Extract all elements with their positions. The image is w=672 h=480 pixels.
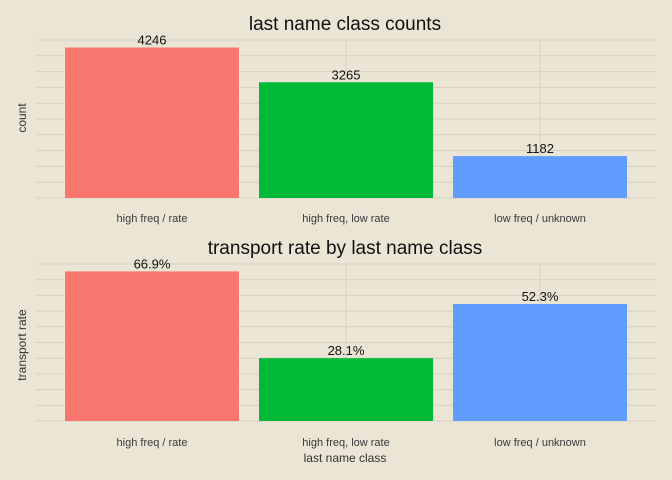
panel1-y-axis-label: count — [15, 103, 29, 133]
bar — [453, 304, 627, 421]
x-tick-label: low freq / unknown — [494, 437, 586, 449]
x-tick-label: high freq / rate — [117, 437, 188, 449]
panel-transport-rate: transport rate by last name class transp… — [15, 238, 656, 465]
panel1-title: last name class counts — [249, 14, 441, 35]
bar — [65, 271, 239, 421]
x-tick-label: high freq, low rate — [302, 437, 389, 449]
panel1-bars — [65, 47, 627, 198]
bar-value-label: 3265 — [332, 67, 361, 82]
x-tick-label: high freq, low rate — [302, 213, 389, 225]
bar-value-label: 1182 — [526, 141, 554, 156]
panel2-y-axis-label: transport rate — [15, 309, 29, 381]
x-tick-label: low freq / unknown — [494, 213, 586, 225]
bar — [65, 47, 239, 198]
panel2-x-tick-labels: high freq / rate high freq, low rate low f… — [117, 437, 586, 449]
panel2-title: transport rate by last name class — [208, 238, 483, 259]
x-tick-label: high freq / rate — [117, 213, 188, 225]
panel2-x-axis-label: last name class — [304, 451, 387, 465]
panel2-data-labels: 66.9% 28.1% 52.3% — [134, 256, 559, 358]
bar — [453, 156, 627, 198]
panel-counts: last name class counts count 4246 3265 118… — [15, 14, 656, 225]
bar — [259, 82, 433, 198]
panel1-x-tick-labels: high freq / rate high freq, low rate low f… — [117, 213, 586, 225]
bar-value-label: 28.1% — [328, 343, 365, 358]
panel1-data-labels: 4246 3265 1182 — [138, 33, 554, 157]
bar-value-label: 66.9% — [134, 256, 171, 271]
bar-value-label: 4246 — [138, 33, 167, 48]
panel2-bars — [65, 271, 627, 421]
bar — [259, 358, 433, 421]
bar-value-label: 52.3% — [522, 289, 559, 304]
